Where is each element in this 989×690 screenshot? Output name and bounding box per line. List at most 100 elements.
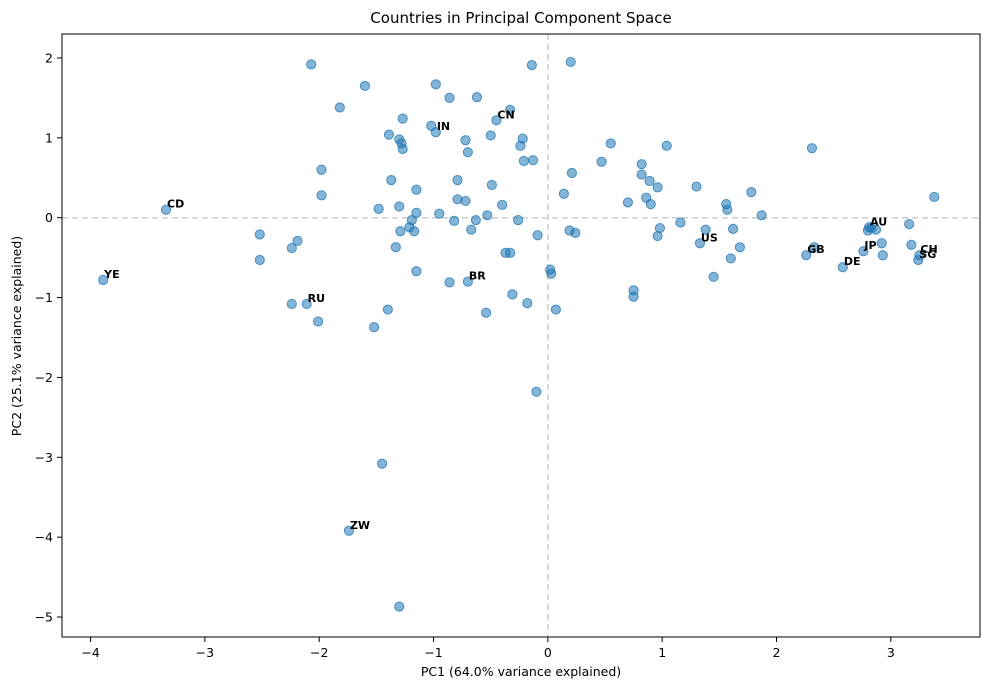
y-tick-label: −2: [35, 370, 53, 385]
data-point: [409, 226, 420, 237]
data-point: [481, 307, 492, 318]
data-point: [376, 458, 388, 469]
data-point: [411, 207, 422, 219]
data-point: [507, 289, 518, 300]
data-point: [292, 235, 303, 246]
data-point: [334, 102, 345, 113]
y-axis-ticks: −5 −4 −3 −2 −1 0 1 2: [35, 50, 62, 625]
data-point: [98, 274, 109, 286]
data-point: [397, 113, 408, 124]
point-label-sg: SG: [919, 248, 936, 261]
data-point: [636, 159, 647, 170]
data-point: [434, 208, 445, 219]
data-point: [725, 253, 736, 264]
point-label-in: IN: [437, 120, 450, 133]
point-label-de: DE: [844, 255, 861, 268]
point-label-zw: ZW: [350, 519, 370, 532]
data-point: [383, 129, 395, 140]
data-point: [411, 266, 422, 277]
data-point: [904, 218, 915, 230]
data-point: [877, 250, 888, 261]
data-point: [449, 215, 460, 226]
data-point: [526, 60, 537, 71]
data-points: [98, 56, 940, 612]
data-point: [858, 246, 869, 257]
data-point: [444, 92, 455, 103]
data-point: [532, 230, 543, 241]
data-point: [460, 195, 471, 207]
data-point: [482, 210, 493, 221]
data-point: [837, 262, 848, 273]
data-point: [462, 276, 473, 287]
data-point: [470, 214, 481, 226]
data-point: [462, 147, 473, 158]
data-point: [527, 155, 539, 166]
point-label-ch: CH: [920, 243, 937, 256]
point-label-cn: CN: [497, 108, 514, 121]
data-point: [254, 229, 265, 240]
y-tick-label: −3: [35, 450, 53, 465]
data-point: [801, 250, 812, 261]
x-tick-label: −1: [424, 645, 442, 660]
point-label-gb: GB: [807, 243, 824, 256]
x-tick-label: −4: [81, 645, 99, 660]
point-label-us: US: [701, 231, 718, 244]
data-point: [661, 140, 672, 151]
data-point: [628, 291, 639, 302]
data-point: [566, 167, 577, 179]
data-point: [515, 140, 526, 151]
data-point: [675, 217, 686, 228]
y-tick-label: 0: [45, 210, 53, 225]
data-point: [390, 242, 401, 253]
data-point: [394, 201, 405, 212]
data-point: [531, 386, 542, 397]
data-point: [565, 56, 576, 68]
data-point: [411, 184, 422, 195]
x-tick-label: 0: [544, 645, 552, 660]
point-label-au: AU: [870, 215, 887, 228]
data-point: [505, 104, 516, 115]
data-point: [876, 238, 887, 249]
plot-frame: [61, 33, 981, 638]
data-point: [913, 254, 924, 266]
data-point: [652, 182, 663, 193]
data-point: [497, 199, 508, 211]
data-point: [694, 238, 706, 249]
data-point: [700, 224, 711, 235]
data-point: [605, 138, 616, 149]
data-point: [394, 601, 405, 612]
data-point: [654, 222, 666, 234]
point-label-cd: CD: [167, 198, 184, 211]
y-axis-label: PC2 (25.1% variance explained): [9, 236, 24, 436]
data-point: [622, 197, 633, 208]
data-point: [505, 247, 516, 258]
point-label-jp: JP: [863, 239, 876, 252]
data-point: [444, 277, 455, 288]
data-point: [373, 203, 384, 215]
data-point: [301, 298, 312, 310]
data-point: [466, 224, 477, 235]
x-axis-ticks: −4 −3 −2 −1 0 1 2 3: [81, 637, 895, 660]
data-point: [382, 304, 393, 315]
data-point: [906, 239, 917, 250]
data-point: [491, 115, 502, 126]
y-tick-label: −4: [35, 530, 53, 545]
data-point: [636, 169, 647, 180]
data-point: [286, 298, 297, 310]
data-point: [691, 181, 702, 192]
x-tick-label: 1: [658, 645, 666, 660]
data-point: [806, 143, 818, 154]
y-tick-label: −5: [35, 610, 53, 625]
data-point: [809, 242, 820, 253]
data-point: [558, 188, 569, 199]
data-point: [368, 322, 380, 333]
data-point: [343, 525, 355, 536]
y-tick-label: −1: [35, 290, 53, 305]
chart-title: Countries in Principal Component Space: [370, 9, 671, 27]
x-tick-label: −2: [310, 645, 328, 660]
data-point: [395, 226, 406, 237]
x-tick-label: −3: [196, 645, 214, 660]
data-point: [727, 223, 739, 234]
data-point: [254, 254, 265, 266]
